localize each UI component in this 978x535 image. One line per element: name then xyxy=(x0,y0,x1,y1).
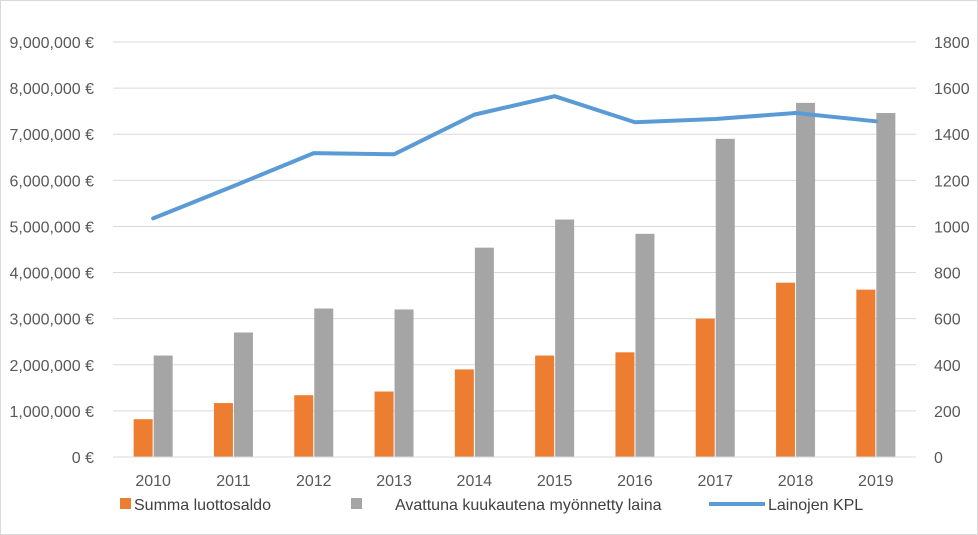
legend-label: Summa luottosaldo xyxy=(134,497,271,514)
y-tick-label: 7,000,000 € xyxy=(9,127,94,144)
y-tick-label: 1,000,000 € xyxy=(9,404,94,421)
y2-tick-label: 200 xyxy=(934,404,961,421)
bar-luottosaldo xyxy=(535,355,555,457)
y-tick-label: 0 € xyxy=(72,450,94,467)
line-series xyxy=(151,94,878,221)
bar-luottosaldo xyxy=(776,282,796,457)
bar-myonnetty-laina xyxy=(635,233,655,457)
legend-label: Lainojen KPL xyxy=(768,497,863,514)
y2-tick-label: 1200 xyxy=(934,173,970,190)
bar-luottosaldo xyxy=(294,395,314,457)
y2-tick-label: 600 xyxy=(934,312,961,329)
line-lainojen-kpl xyxy=(151,94,878,221)
legend-swatch xyxy=(351,498,362,509)
x-tick-label: 2011 xyxy=(216,473,251,490)
legend-swatch xyxy=(120,498,131,509)
y2-tick-label: 1400 xyxy=(934,127,970,144)
y-tick-label: 6,000,000 € xyxy=(9,173,94,190)
bar-myonnetty-laina xyxy=(876,113,896,457)
bar-marks xyxy=(133,102,896,458)
y-tick-label: 9,000,000 € xyxy=(9,35,94,52)
legend-label: Avattuna kuukautena myönnetty laina xyxy=(395,497,662,514)
bar-luottosaldo xyxy=(213,403,233,457)
y2-tick-label: 1600 xyxy=(934,81,970,98)
x-tick-label: 2012 xyxy=(296,473,332,490)
bar-luottosaldo xyxy=(454,369,474,457)
x-tick-label: 2016 xyxy=(617,473,653,490)
y-axis-left: 0 € 1,000,000 € 2,000,000 € 3,000,000 € 4,00… xyxy=(9,35,94,467)
x-tick-label: 2019 xyxy=(858,473,894,490)
x-tick-label: 2015 xyxy=(537,473,573,490)
y-tick-label: 5,000,000 € xyxy=(9,219,94,236)
bar-myonnetty-laina xyxy=(555,219,575,457)
x-tick-label: 2017 xyxy=(697,473,733,490)
bar-myonnetty-laina xyxy=(314,308,334,457)
y-tick-label: 4,000,000 € xyxy=(9,266,94,283)
bar-myonnetty-laina xyxy=(715,138,735,458)
gridlines xyxy=(113,41,916,412)
x-tick-label: 2010 xyxy=(135,473,171,490)
x-axis: 2010 2011 2012 2013 2014 2015 2016 2017 2018 2019 xyxy=(113,456,916,490)
bar-luottosaldo xyxy=(374,391,394,457)
legend: Summa luottosaldo Avattuna kuukautena myö… xyxy=(120,497,863,514)
bar-myonnetty-laina xyxy=(233,332,253,457)
bar-luottosaldo xyxy=(133,419,153,457)
y-tick-label: 2,000,000 € xyxy=(9,358,94,375)
x-tick-label: 2014 xyxy=(457,473,493,490)
x-tick-label: 2018 xyxy=(778,473,814,490)
y2-tick-label: 0 xyxy=(934,450,943,467)
y-axis-right: 0 200 400 600 800 1000 1200 1400 1600 1800 xyxy=(934,35,970,467)
bar-myonnetty-laina xyxy=(394,309,414,457)
y2-tick-label: 1800 xyxy=(934,35,970,52)
x-tick-label: 2013 xyxy=(376,473,412,490)
y2-tick-label: 400 xyxy=(934,358,961,375)
y-tick-label: 3,000,000 € xyxy=(9,312,94,329)
bar-luottosaldo xyxy=(856,289,876,457)
y2-tick-label: 800 xyxy=(934,266,961,283)
bar-myonnetty-laina xyxy=(474,247,494,457)
y-tick-label: 8,000,000 € xyxy=(9,81,94,98)
bar-luottosaldo xyxy=(695,318,715,457)
y2-tick-label: 1000 xyxy=(934,219,970,236)
bar-myonnetty-laina xyxy=(153,355,173,457)
bar-myonnetty-laina xyxy=(796,102,816,457)
bar-luottosaldo xyxy=(615,352,635,457)
